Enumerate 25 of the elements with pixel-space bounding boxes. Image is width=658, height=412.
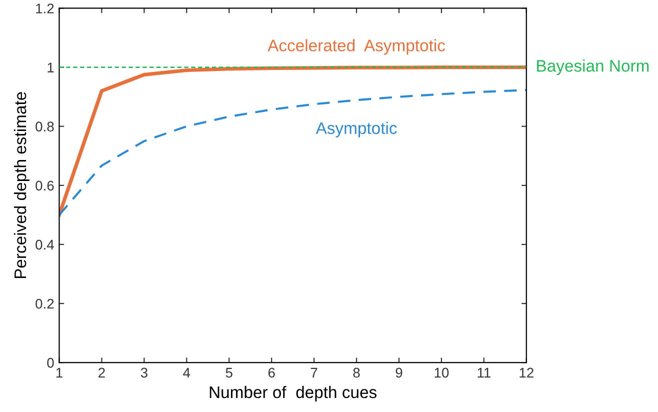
x-tick-label: 9 (396, 368, 402, 378)
x-tick-label: 3 (140, 368, 148, 378)
x-tick-label: 2 (98, 368, 105, 378)
series-label: Accelerated Asymptotic (268, 39, 446, 55)
x-axis-title: Number of depth cues (210, 386, 377, 402)
x-tick-label: 5 (226, 368, 232, 378)
x-tick-label: 12 (520, 368, 534, 378)
y-tick-label: 1.2 (36, 4, 54, 14)
x-tick-label: 1 (56, 368, 62, 378)
x-tick-label: 8 (353, 368, 360, 378)
line-series (59, 88, 526, 216)
y-tick-label: 0.2 (36, 298, 54, 309)
x-tick-label: 6 (268, 368, 275, 378)
x-tick-label: 11 (478, 368, 490, 378)
y-tick-label: 0.6 (36, 180, 54, 191)
x-tick-label: 4 (183, 368, 190, 378)
x-tick-label: 7 (310, 368, 318, 378)
y-tick-label: 1 (48, 62, 54, 72)
series-label: Asymptotic (316, 122, 397, 138)
y-axis-title: Perceived depth estimate (14, 92, 30, 278)
y-tick-label: 0 (47, 358, 54, 368)
ref-line-label: Bayesian Norm (537, 60, 649, 76)
y-tick-label: 0.8 (36, 122, 54, 132)
x-tick-label: 10 (434, 368, 449, 378)
y-tick-label: 0.4 (36, 240, 54, 250)
